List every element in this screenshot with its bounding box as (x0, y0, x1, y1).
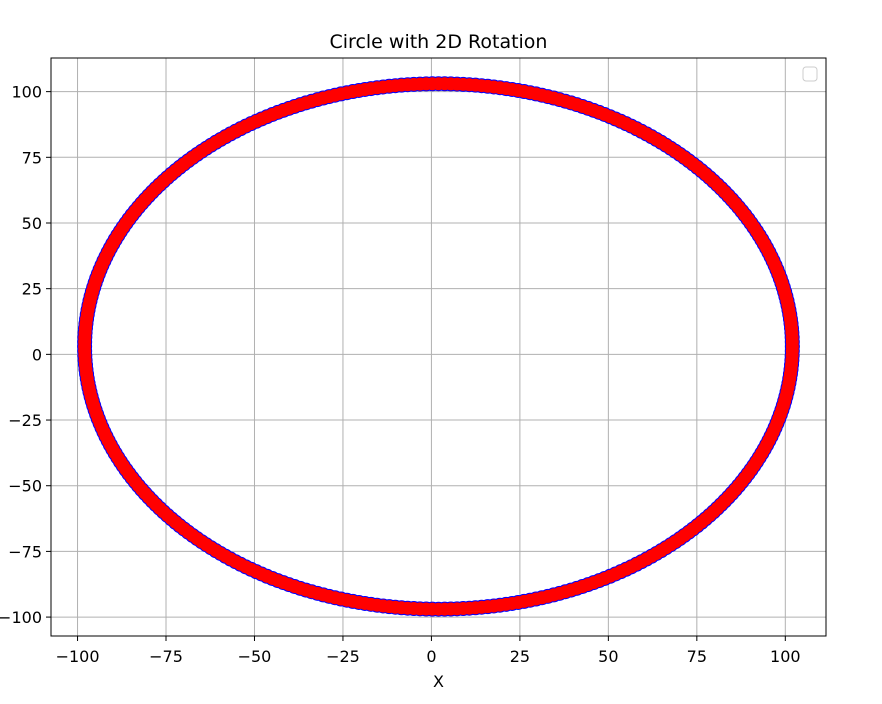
y-tick-label: −25 (8, 411, 42, 430)
x-tick-label: 75 (687, 647, 707, 666)
x-axis-label: X (433, 672, 444, 691)
plot-area (51, 58, 826, 636)
axis-ticks: −100 −75 −50 −25 0 25 50 75 100 −100 −75 −50 −25 0 25 5… (0, 83, 801, 666)
y-tick-label: 100 (11, 83, 42, 102)
x-tick-label: 0 (426, 647, 436, 666)
y-tick-label: 75 (22, 148, 42, 167)
x-tick-label: −25 (326, 647, 360, 666)
x-tick-label: −75 (149, 647, 183, 666)
plot-frame (50, 57, 827, 637)
y-tick-label: −50 (8, 477, 42, 496)
x-tick-label: −50 (238, 647, 272, 666)
x-tick-label: 50 (598, 647, 618, 666)
x-tick-label: −100 (56, 647, 100, 666)
chart-title: Circle with 2D Rotation (330, 31, 548, 53)
legend[interactable] (802, 66, 818, 82)
y-tick-label: 50 (22, 214, 42, 233)
data-layer (77, 76, 800, 617)
y-tick-label: 0 (32, 345, 42, 364)
y-tick-label: 25 (22, 280, 42, 299)
grid (51, 58, 826, 636)
y-tick-label: −75 (8, 542, 42, 561)
y-tick-label: −100 (0, 608, 42, 627)
x-tick-label: 100 (770, 647, 801, 666)
x-tick-label: 25 (510, 647, 530, 666)
scatter-point (785, 344, 799, 358)
scatter-series (78, 77, 799, 616)
